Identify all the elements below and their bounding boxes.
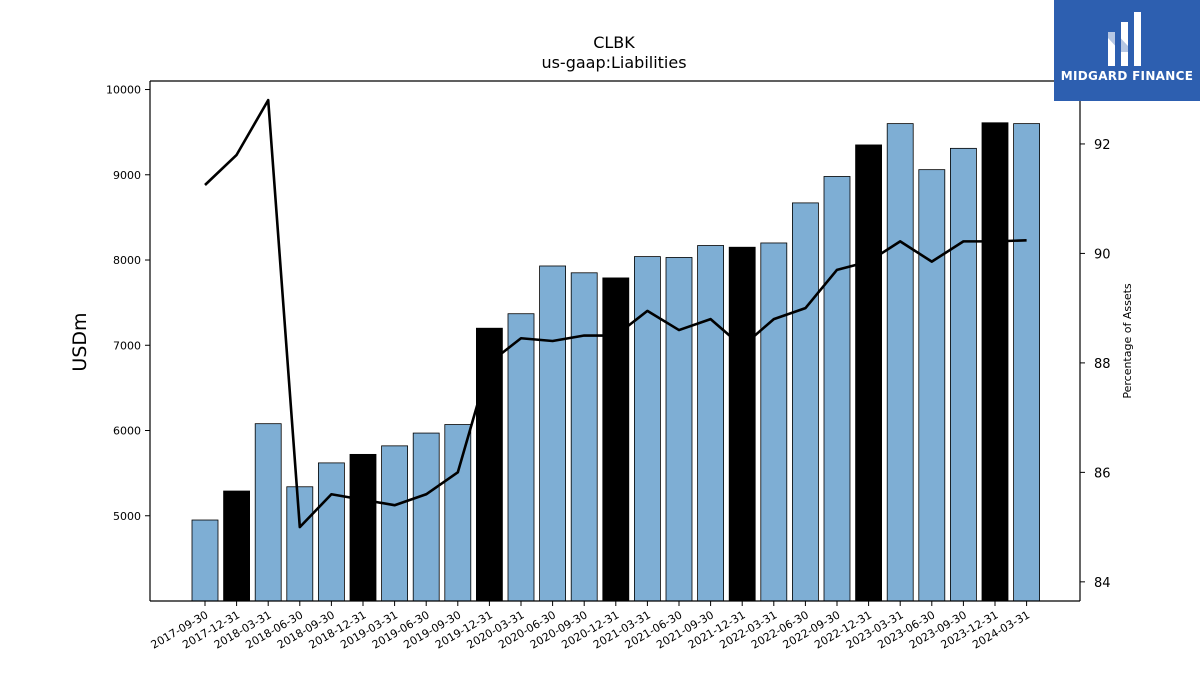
bar-2018-09-30 xyxy=(317,462,345,602)
bar-2021-09-30 xyxy=(697,245,724,602)
y-tick-label-10000: 10000 xyxy=(106,84,141,97)
bar-2018-12-31 xyxy=(349,453,377,602)
bar-2018-06-30 xyxy=(286,486,314,602)
bar-2017-09-30 xyxy=(191,519,219,602)
y-axis-label: USDm xyxy=(69,312,91,371)
bar-2023-06-30 xyxy=(918,169,946,602)
chart-subtitle: us-gaap:Liabilities xyxy=(541,53,686,72)
bar-2019-06-30 xyxy=(412,432,440,602)
bar-2021-06-30 xyxy=(665,257,693,602)
y-tick-label-9000: 9000 xyxy=(113,169,141,182)
y-tick-label-6000: 6000 xyxy=(113,425,141,438)
bar-2020-06-30 xyxy=(539,265,566,602)
logo-text: MIDGARD FINANCE xyxy=(1060,69,1194,83)
bar-2018-03-31 xyxy=(254,423,282,602)
y-tick-label-7000: 7000 xyxy=(113,339,141,352)
logo-mark-icon xyxy=(1108,12,1141,66)
bar-2023-09-30 xyxy=(950,147,977,602)
y2-axis-label: Percentage of Assets xyxy=(1121,283,1134,399)
bar-2023-03-31 xyxy=(886,123,914,602)
bar-2019-12-31 xyxy=(475,327,503,602)
bar-2022-09-30 xyxy=(823,176,851,602)
y-tick-label-8000: 8000 xyxy=(113,254,141,267)
bar-2020-03-31 xyxy=(507,313,535,602)
bar-2024-03-31 xyxy=(1013,123,1040,602)
bar-2022-12-31 xyxy=(855,144,882,602)
y2-tick-label-84: 84 xyxy=(1094,576,1111,591)
chart-title: CLBK xyxy=(593,33,635,52)
y2-tick-label-92: 92 xyxy=(1094,138,1111,153)
midgard-finance-logo: MIDGARD FINANCE xyxy=(1054,0,1200,101)
bar-2022-03-31 xyxy=(760,242,788,602)
bar-2021-12-31 xyxy=(728,246,756,602)
percentage-line xyxy=(204,98,1027,529)
bar-2023-12-31 xyxy=(981,122,1009,602)
bar-2022-06-30 xyxy=(792,202,819,602)
y2-tick-label-86: 86 xyxy=(1094,466,1111,481)
bar-2019-03-31 xyxy=(381,445,409,602)
y-tick-label-5000: 5000 xyxy=(113,510,141,523)
y2-tick-label-90: 90 xyxy=(1094,247,1111,262)
bar-2020-09-30 xyxy=(570,272,598,602)
bar-2019-09-30 xyxy=(444,424,472,602)
bar-2020-12-31 xyxy=(602,277,630,602)
bar-2017-12-31 xyxy=(223,490,251,602)
bar-2021-03-31 xyxy=(634,256,661,602)
y2-tick-label-88: 88 xyxy=(1094,357,1111,372)
